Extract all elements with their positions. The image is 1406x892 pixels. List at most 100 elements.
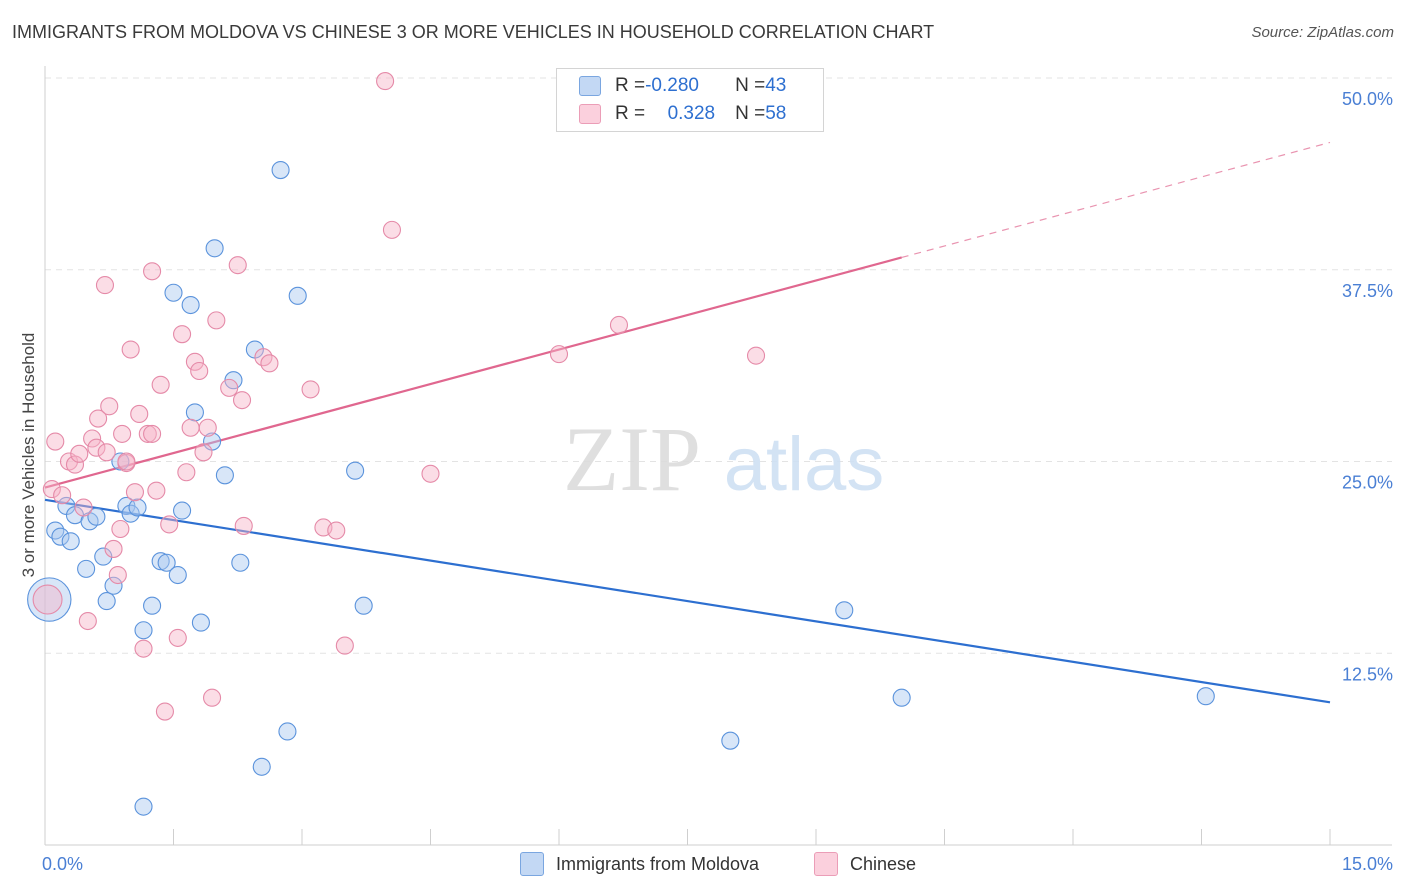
point-chinese — [327, 521, 346, 540]
point-moldova — [205, 239, 224, 258]
source-label: Source: ZipAtlas.com — [1251, 24, 1394, 41]
point-moldova — [173, 501, 192, 520]
point-chinese — [83, 429, 102, 448]
point-chinese — [78, 611, 97, 631]
legend-r-label: R = — [615, 103, 646, 124]
legend-row-chinese: R = 0.328 N = 58 — [579, 101, 786, 127]
axes — [44, 66, 1392, 846]
point-moldova — [288, 286, 307, 305]
point-moldova — [721, 731, 740, 750]
scatter-points — [27, 72, 1215, 816]
point-moldova — [77, 559, 96, 578]
bottom-legend-chinese[interactable]: Chinese — [814, 852, 916, 876]
point-moldova — [128, 498, 147, 517]
point-chinese — [89, 409, 108, 428]
trend-line-extension — [901, 141, 1331, 259]
point-chinese — [108, 565, 127, 585]
point-moldova — [354, 596, 373, 615]
point-chinese — [130, 404, 149, 423]
legend-n-label: N = — [735, 75, 766, 96]
point-chinese — [203, 688, 222, 707]
point-moldova — [104, 576, 123, 595]
y-tick-label: 12.5% — [1342, 664, 1393, 684]
point-chinese — [382, 220, 402, 239]
point-chinese — [42, 480, 61, 499]
point-moldova — [191, 613, 210, 632]
trend-line-Chinese — [44, 256, 902, 489]
point-moldova — [252, 757, 271, 776]
point-moldova — [278, 722, 297, 741]
legend-n-value-moldova: 43 — [765, 75, 787, 96]
chart-title: IMMIGRANTS FROM MOLDOVA VS CHINESE 3 OR … — [12, 22, 935, 42]
watermark-zip: ZIP — [563, 408, 701, 510]
point-moldova — [835, 601, 854, 620]
bottom-legend-label-chinese: Chinese — [850, 853, 917, 874]
x-tick-labels: 0.0% 15.0% — [42, 854, 1393, 874]
legend-n-value-chinese: 58 — [765, 103, 787, 124]
point-moldova — [111, 452, 130, 471]
point-chinese — [173, 325, 192, 344]
point-moldova — [134, 797, 153, 816]
point-chinese — [32, 584, 63, 615]
bottom-legend-swatch-moldova — [520, 852, 544, 876]
y-tick-label: 25.0% — [1342, 473, 1393, 493]
point-chinese — [194, 443, 213, 462]
y-tick-label: 50.0% — [1342, 89, 1393, 109]
point-chinese — [87, 438, 106, 457]
point-moldova — [271, 160, 290, 180]
point-chinese — [168, 628, 187, 647]
point-moldova — [121, 504, 140, 523]
point-chinese — [65, 455, 85, 474]
point-moldova — [346, 461, 365, 480]
point-chinese — [125, 483, 144, 502]
legend-row-moldova: R = -0.280 N = 43 — [579, 73, 786, 99]
point-moldova — [61, 532, 80, 551]
legend-r-value-chinese: 0.328 — [667, 103, 716, 124]
point-chinese — [376, 72, 395, 91]
point-moldova — [168, 565, 187, 585]
point-chinese — [181, 418, 200, 437]
point-chinese — [160, 515, 179, 534]
point-moldova — [892, 688, 911, 707]
point-chinese — [549, 345, 569, 364]
point-chinese — [421, 464, 440, 483]
point-chinese — [609, 315, 629, 335]
point-chinese — [121, 340, 140, 359]
bottom-legend-moldova[interactable]: Immigrants from Moldova — [520, 852, 759, 876]
point-chinese — [234, 516, 253, 535]
point-chinese — [138, 424, 157, 443]
legend-n-label: N = — [735, 103, 766, 124]
legend-swatch-chinese — [579, 104, 601, 124]
point-moldova — [164, 283, 183, 302]
x-tick-label: 0.0% — [42, 854, 83, 874]
point-moldova — [1196, 687, 1215, 706]
point-chinese — [190, 361, 209, 381]
point-chinese — [111, 519, 130, 539]
point-chinese — [207, 311, 226, 330]
point-chinese — [746, 346, 766, 365]
trend-lines — [44, 141, 1331, 704]
point-chinese — [113, 424, 132, 443]
bottom-legend-swatch-chinese — [814, 852, 838, 876]
point-chinese — [260, 354, 279, 373]
point-chinese — [143, 262, 162, 281]
point-moldova — [215, 466, 234, 485]
legend-r-label: R = — [615, 75, 646, 96]
x-tick-label: 15.0% — [1342, 854, 1393, 874]
y-tick-labels: 12.5% 25.0% 37.5% 50.0% — [1342, 89, 1393, 684]
point-moldova — [51, 527, 70, 546]
point-chinese — [104, 539, 123, 558]
point-chinese — [53, 486, 72, 505]
watermark: ZIP atlas — [563, 408, 884, 510]
point-chinese — [185, 352, 204, 371]
point-chinese — [301, 380, 320, 399]
point-chinese — [74, 498, 93, 517]
point-moldova — [231, 553, 250, 572]
point-moldova — [97, 592, 116, 611]
legend-swatch-moldova — [579, 76, 601, 96]
point-chinese — [134, 639, 153, 658]
point-chinese — [143, 424, 162, 443]
y-axis-label: 3 or more Vehicles in Household — [19, 332, 38, 578]
y-tick-label: 37.5% — [1342, 281, 1393, 301]
